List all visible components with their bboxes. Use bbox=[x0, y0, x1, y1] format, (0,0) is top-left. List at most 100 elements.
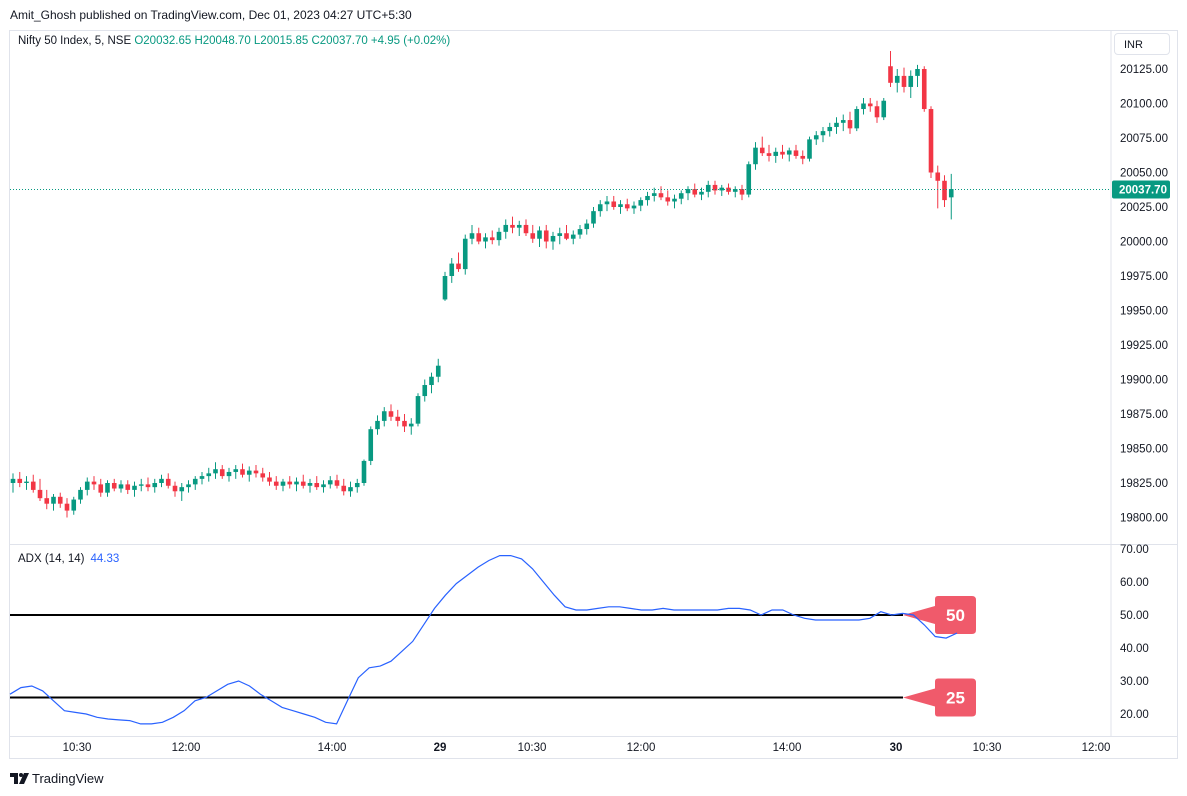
candle-body bbox=[530, 233, 536, 239]
candle-body bbox=[84, 481, 90, 490]
adx-tick-label: 30.00 bbox=[1120, 676, 1149, 688]
candle-body bbox=[894, 75, 900, 83]
candle-body bbox=[543, 230, 549, 242]
candle-body bbox=[624, 204, 630, 209]
price-axis: 20125.00 20100.00 20075.00 20050.00 20025.00… bbox=[10, 31, 1177, 737]
candle-body bbox=[91, 481, 97, 485]
symbol-legend: Nifty 50 Index, 5, NSE O20032.65 H20048.… bbox=[18, 35, 450, 47]
chart-frame bbox=[9, 30, 1178, 759]
candle-body bbox=[98, 484, 104, 493]
time-tick-label: 10:30 bbox=[63, 742, 92, 754]
candle-body bbox=[739, 189, 745, 195]
candle-body bbox=[408, 423, 414, 427]
price-tick-label: 20100.00 bbox=[1120, 99, 1168, 111]
candle-body bbox=[813, 135, 819, 140]
candle-body bbox=[503, 224, 509, 232]
tradingview-logo-icon[interactable]: TradingView bbox=[10, 770, 120, 788]
indicator-legend: ADX (14, 14) 44.33 bbox=[18, 553, 119, 565]
candle-body bbox=[37, 489, 43, 499]
candle-body bbox=[422, 385, 428, 397]
candle-body bbox=[516, 224, 522, 228]
candle-body bbox=[874, 106, 880, 118]
currency-button[interactable]: INR bbox=[1114, 33, 1170, 55]
candle-body bbox=[820, 131, 826, 136]
price-tick-label: 19800.00 bbox=[1120, 513, 1168, 525]
time-tick-label: 29 bbox=[434, 742, 447, 754]
candle-body bbox=[793, 150, 799, 156]
time-axis: 10:30 12:00 14:00 29 10:30 12:00 14:00 30 10:30 1… bbox=[63, 742, 1111, 754]
candle-body bbox=[78, 489, 83, 500]
candle-body bbox=[692, 189, 698, 195]
candle-body bbox=[638, 200, 644, 206]
price-tick-label: 20025.00 bbox=[1120, 202, 1168, 214]
candle-body bbox=[753, 147, 758, 165]
indicator-value: 44.33 bbox=[90, 553, 120, 565]
candle-body bbox=[867, 103, 873, 107]
candle-body bbox=[17, 478, 23, 483]
candle-body bbox=[901, 75, 907, 87]
candle-body bbox=[24, 481, 29, 483]
candle-body bbox=[321, 484, 326, 488]
candle-body bbox=[651, 193, 657, 196]
candle-body bbox=[840, 120, 846, 123]
candle-body bbox=[908, 75, 914, 87]
candle-body bbox=[253, 470, 259, 474]
time-tick-label: 12:00 bbox=[1082, 742, 1111, 754]
candle-body bbox=[57, 496, 63, 504]
candle-body bbox=[854, 109, 860, 129]
candle-body bbox=[145, 484, 151, 488]
candle-body bbox=[192, 478, 198, 485]
candle-body bbox=[375, 420, 380, 430]
candle-body bbox=[746, 164, 752, 195]
candle-body bbox=[348, 487, 353, 492]
price-tick-label: 19900.00 bbox=[1120, 375, 1168, 387]
candle-body bbox=[442, 276, 448, 300]
candle-body bbox=[705, 184, 711, 192]
candle-body bbox=[942, 180, 947, 201]
candle-body bbox=[928, 109, 934, 173]
time-tick-label: 12:00 bbox=[172, 742, 201, 754]
candle-body bbox=[388, 411, 394, 417]
candle-body bbox=[71, 499, 77, 511]
candle-body bbox=[557, 233, 563, 236]
candle-body bbox=[658, 193, 664, 198]
candle-body bbox=[773, 151, 779, 156]
candle-body bbox=[138, 484, 144, 486]
candle-body bbox=[732, 189, 738, 192]
candle-body bbox=[287, 481, 293, 485]
candle-body bbox=[280, 481, 286, 486]
candle-body bbox=[584, 223, 590, 230]
candle-body bbox=[766, 153, 772, 156]
candle-body bbox=[685, 189, 691, 194]
candle-body bbox=[759, 147, 765, 154]
candle-body bbox=[246, 470, 252, 475]
candle-body bbox=[523, 224, 529, 234]
adx-level-badge bbox=[903, 678, 976, 717]
candle-body bbox=[489, 237, 495, 241]
candle-body bbox=[577, 229, 583, 235]
publisher-text: Amit_Ghosh published on TradingView.com,… bbox=[10, 8, 412, 22]
indicator-name: ADX (14, 14) bbox=[18, 553, 85, 565]
candle-body bbox=[213, 469, 218, 474]
adx-level-label: 50 bbox=[946, 606, 965, 625]
candle-body bbox=[726, 187, 731, 192]
candle-body bbox=[550, 235, 556, 242]
adx-pane: 70.00 60.00 50.00 40.00 30.00 20.00 50 25 bbox=[9, 544, 1149, 725]
candle-body bbox=[618, 204, 623, 207]
candle-body bbox=[219, 469, 225, 477]
candle-body bbox=[206, 473, 212, 477]
candle-body bbox=[300, 481, 306, 486]
adx-tick-label: 60.00 bbox=[1120, 577, 1149, 589]
adx-level-badge bbox=[903, 596, 976, 634]
candle-body bbox=[564, 233, 569, 239]
candle-body bbox=[712, 184, 718, 191]
candle-body bbox=[368, 429, 374, 461]
candle-body bbox=[496, 231, 502, 241]
adx-tick-label: 50.00 bbox=[1120, 610, 1149, 622]
candle-body bbox=[105, 483, 110, 493]
candle-body bbox=[186, 484, 191, 488]
time-tick-label: 14:00 bbox=[318, 742, 347, 754]
time-tick-label: 10:30 bbox=[518, 742, 547, 754]
adx-tick-label: 20.00 bbox=[1120, 709, 1149, 721]
